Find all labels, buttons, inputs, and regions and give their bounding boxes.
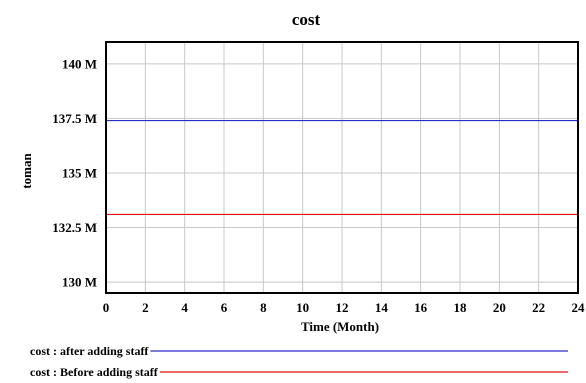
x-tick-label: 24 bbox=[572, 300, 586, 315]
x-axis-label: Time (Month) bbox=[301, 319, 379, 334]
x-tick-label: 8 bbox=[260, 300, 267, 315]
y-tick-label: 132.5 M bbox=[52, 220, 97, 235]
x-tick-label: 14 bbox=[375, 300, 389, 315]
y-tick-label: 140 M bbox=[62, 56, 97, 71]
y-axis-label: toman bbox=[19, 153, 34, 189]
x-tick-label: 12 bbox=[336, 300, 349, 315]
y-tick-label: 135 M bbox=[62, 165, 97, 180]
legend: cost : after adding staff cost : Before a… bbox=[30, 344, 568, 379]
legend-label-1: cost : after adding staff bbox=[30, 344, 149, 358]
grid bbox=[106, 42, 578, 293]
x-tick-label: 22 bbox=[532, 300, 545, 315]
x-tick-label: 0 bbox=[103, 300, 110, 315]
x-tick-label: 2 bbox=[142, 300, 149, 315]
chart-title: cost bbox=[292, 10, 321, 29]
x-tick-label: 6 bbox=[221, 300, 228, 315]
x-tick-label: 10 bbox=[296, 300, 309, 315]
y-tick-labels: 130 M 132.5 M 135 M 137.5 M 140 M bbox=[52, 56, 97, 289]
legend-label-2: cost : Before adding staff bbox=[30, 365, 159, 379]
y-tick-label: 137.5 M bbox=[52, 111, 97, 126]
x-tick-label: 20 bbox=[493, 300, 506, 315]
x-tick-label: 4 bbox=[181, 300, 188, 315]
plot-area-frame bbox=[105, 41, 579, 294]
y-tick-label: 130 M bbox=[62, 275, 97, 290]
x-tick-label: 16 bbox=[414, 300, 428, 315]
x-tick-label: 18 bbox=[454, 300, 468, 315]
series-lines bbox=[106, 119, 578, 216]
x-tick-labels: 0 2 4 6 8 10 12 14 16 18 20 22 24 bbox=[103, 300, 585, 315]
